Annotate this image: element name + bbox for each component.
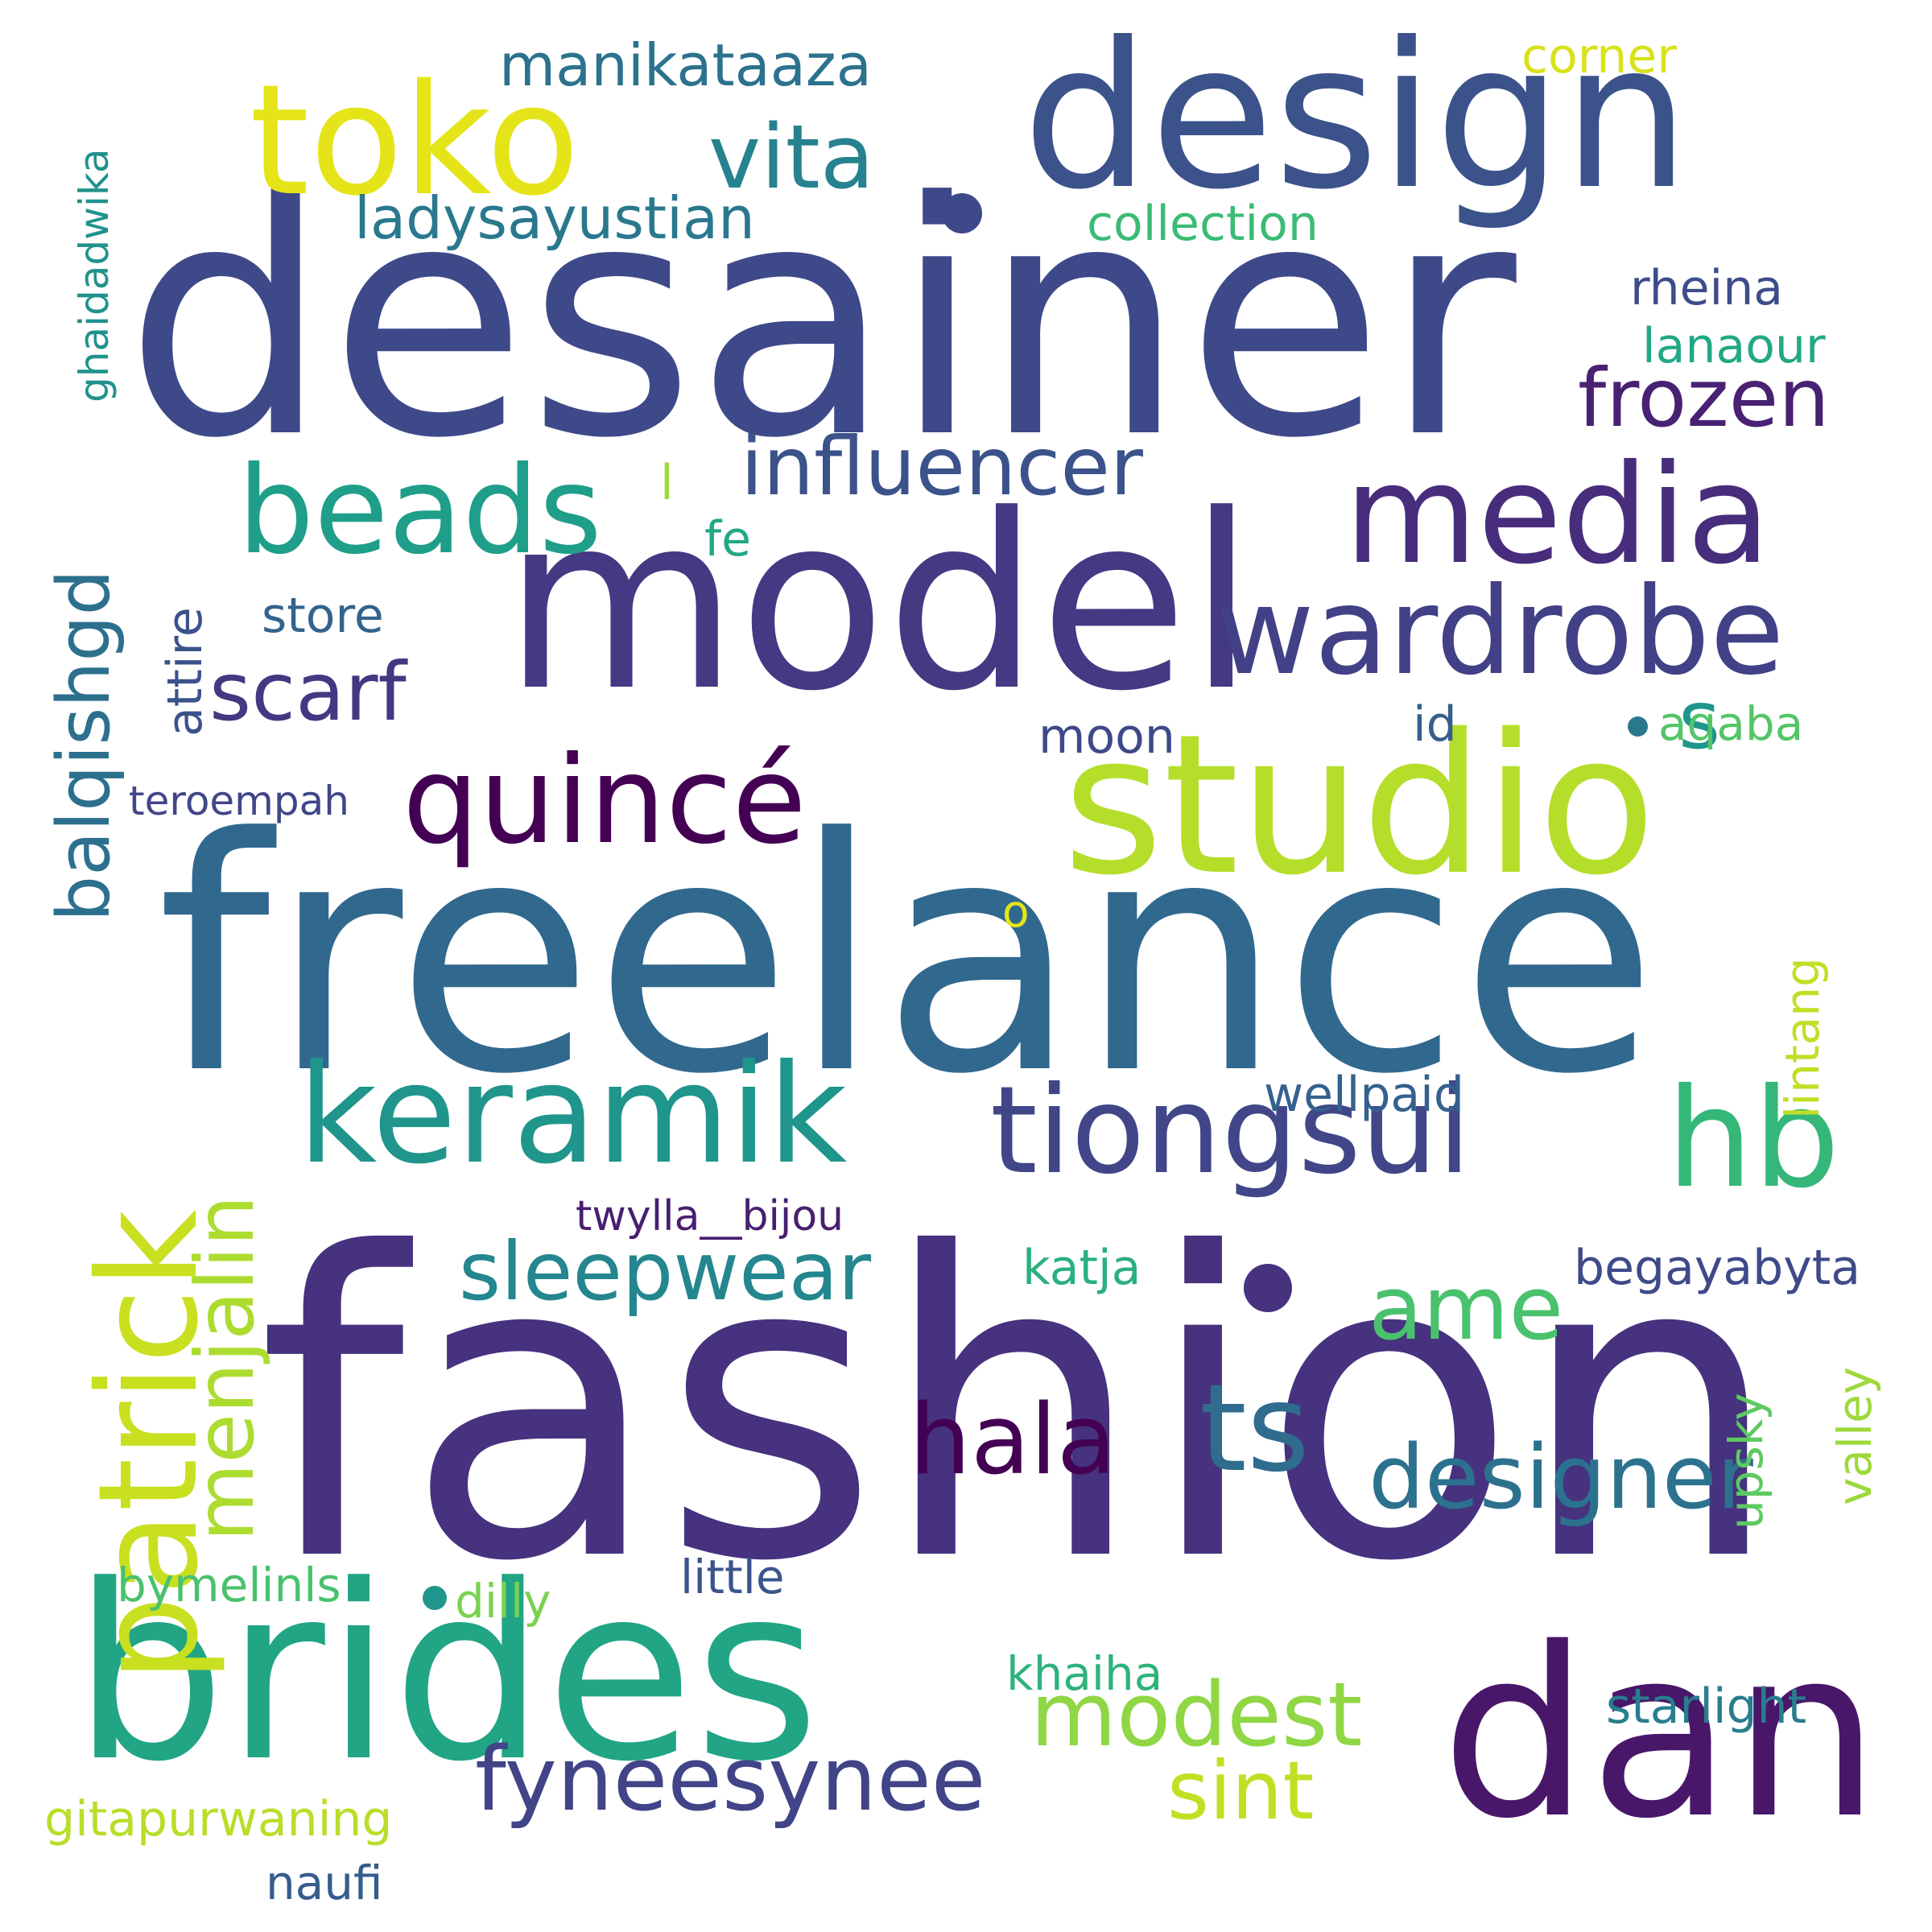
word-ladysayustian: ladysayustian xyxy=(354,184,755,252)
word-scarf: scarf xyxy=(209,645,407,739)
word-ghaidadwika: ghaidadwika xyxy=(71,148,118,402)
word-starlight: starlight xyxy=(1606,1678,1807,1735)
word-sleepwear: sleepwear xyxy=(459,1224,872,1319)
word-hb: hb xyxy=(1666,1059,1840,1219)
word-vita: vita xyxy=(708,105,875,208)
word-wardrobe: wardrobe xyxy=(1216,562,1785,702)
word-wellpaid: wellpaid xyxy=(1264,1067,1464,1123)
word-gitapurwaning: gitapurwaning xyxy=(44,1791,393,1847)
word-moon: moon xyxy=(1038,708,1175,765)
word-designer: designer xyxy=(1368,1426,1753,1529)
word-quince: quincé xyxy=(402,731,807,871)
word-design: design xyxy=(1022,0,1690,233)
word-influencer: influencer xyxy=(741,419,1144,514)
dot-dilly xyxy=(423,1586,447,1610)
word-freelance: freelance xyxy=(157,770,1658,1145)
word-attire: attire xyxy=(157,607,213,737)
word-toko: toko xyxy=(250,52,580,229)
word-upsky: upsky xyxy=(1719,1393,1773,1530)
word-dilly: dilly xyxy=(455,1574,551,1629)
word-katja: katja xyxy=(1022,1240,1141,1296)
dot-desainer xyxy=(942,193,982,233)
word-l: l xyxy=(660,455,674,511)
word-rheina: rheina xyxy=(1630,260,1784,316)
word-teroempah: teroempah xyxy=(129,778,349,824)
word-aqaba: aqaba xyxy=(1658,696,1804,751)
word-fyneesynee: fyneesynee xyxy=(475,1728,986,1831)
word-corner: corner xyxy=(1521,28,1677,85)
word-fashion: fashion xyxy=(258,1165,1783,1653)
word-s: s xyxy=(1678,673,1721,767)
word-model: model xyxy=(503,463,1256,744)
word-naufi: naufi xyxy=(266,1856,383,1910)
word-collection: collection xyxy=(1087,196,1319,252)
word-keramik: keramik xyxy=(298,1035,848,1195)
word-valley: valley xyxy=(1827,1366,1882,1505)
dot-aqaba xyxy=(1628,716,1648,737)
word-bymelinls: bymelinls xyxy=(117,1558,341,1612)
word-fe: fe xyxy=(704,511,752,568)
word-media: media xyxy=(1344,436,1771,595)
word-frozen: frozen xyxy=(1578,351,1830,445)
word-manikataaza: manikataaza xyxy=(499,31,872,99)
word-id: id xyxy=(1413,696,1457,753)
word-tiongsui: tiongsui xyxy=(990,1061,1472,1201)
word-modest: modest xyxy=(1030,1663,1363,1766)
word-balqishgd: balqishgd xyxy=(42,569,126,922)
word-beads: beads xyxy=(237,441,602,581)
word-o: o xyxy=(1002,886,1030,937)
word-desainer: desainer xyxy=(125,134,1517,509)
word-ts: ts xyxy=(1199,1359,1310,1499)
word-hala: hala xyxy=(910,1385,1117,1496)
word-lanaour: lanaour xyxy=(1642,318,1826,374)
word-ame: ame xyxy=(1368,1257,1564,1360)
word-lintang: lintang xyxy=(1775,957,1830,1119)
dot-fashion xyxy=(1244,1264,1292,1312)
word-sint: sint xyxy=(1167,1744,1315,1838)
word-little: little xyxy=(680,1550,785,1604)
word-dan: dan xyxy=(1441,1599,1880,1870)
word-begayabyta: begayabyta xyxy=(1574,1240,1861,1296)
word-studio: studio xyxy=(1063,692,1657,918)
word-khaiha: khaiha xyxy=(1006,1646,1163,1701)
word-store: store xyxy=(262,588,384,644)
word-menjalin: menjalin xyxy=(178,1195,272,1542)
word-twylla-bijou: twylla__bijou xyxy=(576,1192,844,1241)
